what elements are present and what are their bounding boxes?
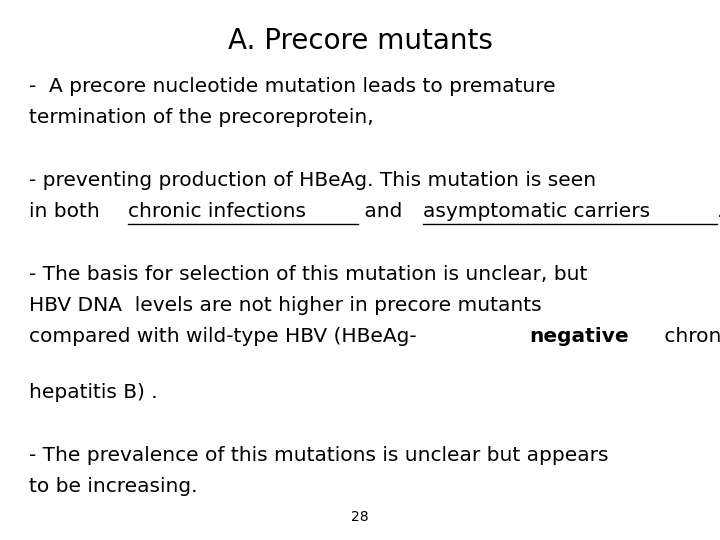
Text: HBV DNA  levels are not higher in precore mutants: HBV DNA levels are not higher in precore… — [29, 296, 541, 315]
Text: -  A precore nucleotide mutation leads to premature: - A precore nucleotide mutation leads to… — [29, 77, 555, 96]
Text: - The basis for selection of this mutation is unclear, but: - The basis for selection of this mutati… — [29, 265, 588, 284]
Text: chronic infections: chronic infections — [128, 202, 306, 221]
Text: to be increasing.: to be increasing. — [29, 477, 197, 496]
Text: - The prevalence of this mutations is unclear but appears: - The prevalence of this mutations is un… — [29, 446, 608, 465]
Text: A. Precore mutants: A. Precore mutants — [228, 27, 492, 55]
Text: negative: negative — [529, 327, 629, 346]
Text: - preventing production of HBeAg. This mutation is seen: - preventing production of HBeAg. This m… — [29, 171, 596, 190]
Text: chronic: chronic — [657, 327, 720, 346]
Text: hepatitis B) .: hepatitis B) . — [29, 383, 158, 402]
Text: .: . — [716, 202, 720, 221]
Text: termination of the precoreprotein,: termination of the precoreprotein, — [29, 108, 374, 127]
Text: and: and — [358, 202, 409, 221]
Text: in both: in both — [29, 202, 106, 221]
Text: 28: 28 — [351, 510, 369, 524]
Text: compared with wild-type HBV (HBeAg-: compared with wild-type HBV (HBeAg- — [29, 327, 416, 346]
Text: asymptomatic carriers: asymptomatic carriers — [423, 202, 651, 221]
